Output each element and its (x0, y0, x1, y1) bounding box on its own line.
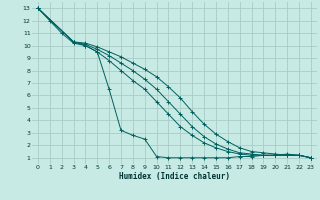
X-axis label: Humidex (Indice chaleur): Humidex (Indice chaleur) (119, 172, 230, 181)
